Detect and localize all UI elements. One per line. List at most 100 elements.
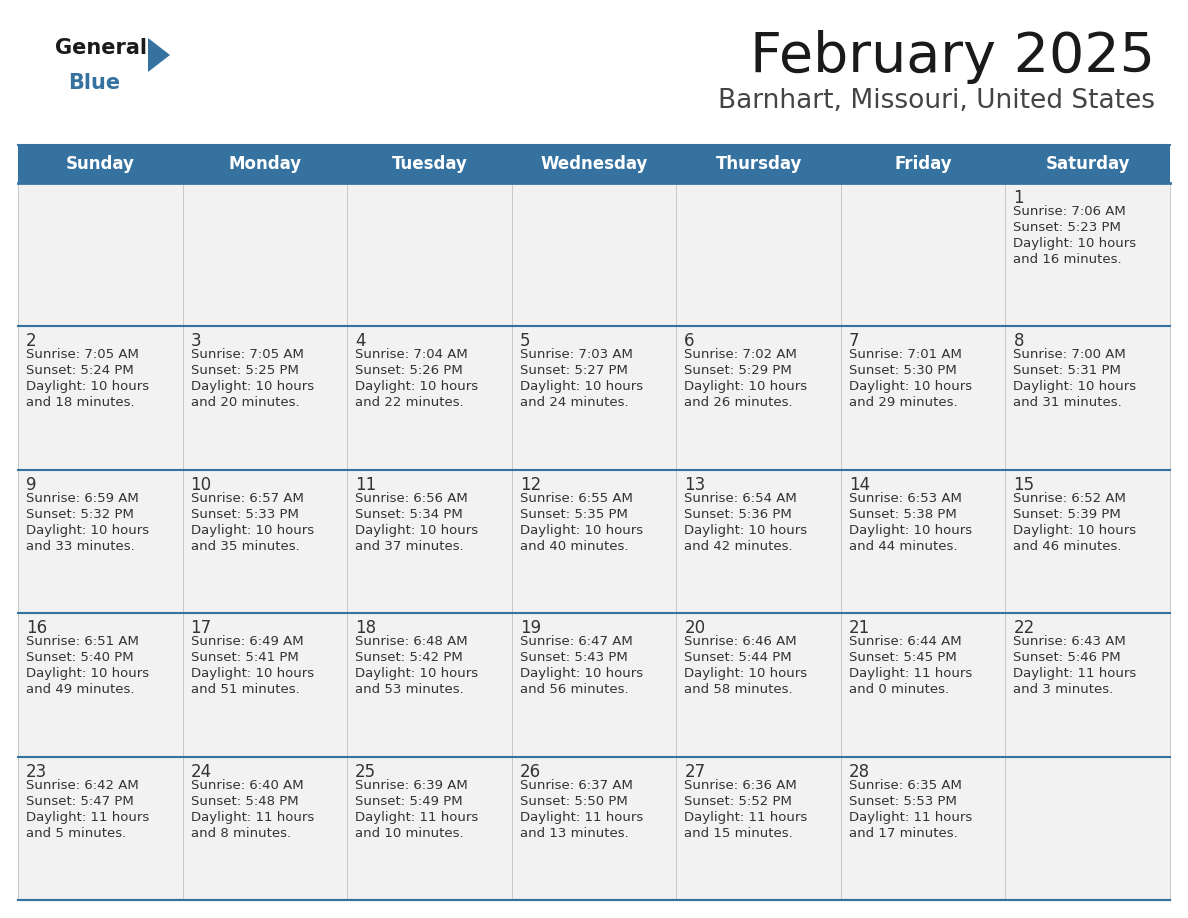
Text: 3: 3 [190,332,201,351]
Text: 7: 7 [849,332,859,351]
Text: 5: 5 [519,332,530,351]
Text: 27: 27 [684,763,706,780]
Text: Thursday: Thursday [715,155,802,173]
Text: Sunset: 5:52 PM: Sunset: 5:52 PM [684,795,792,808]
Text: Daylight: 10 hours: Daylight: 10 hours [1013,380,1137,394]
Text: Sunset: 5:32 PM: Sunset: 5:32 PM [26,508,134,521]
Text: Sunset: 5:43 PM: Sunset: 5:43 PM [519,651,627,665]
Text: Daylight: 10 hours: Daylight: 10 hours [26,380,150,394]
Bar [512,327,676,470]
Text: Daylight: 11 hours: Daylight: 11 hours [519,811,643,823]
Text: and 16 minutes.: and 16 minutes. [1013,253,1121,266]
Text: Sunrise: 7:00 AM: Sunrise: 7:00 AM [1013,349,1126,362]
Bar [1005,756,1170,900]
Text: Daylight: 11 hours: Daylight: 11 hours [849,667,972,680]
Text: 11: 11 [355,476,377,494]
Text: 8: 8 [1013,332,1024,351]
Bar [18,183,183,327]
Bar [841,613,1005,756]
Text: Sunset: 5:53 PM: Sunset: 5:53 PM [849,795,956,808]
Text: Daylight: 11 hours: Daylight: 11 hours [190,811,314,823]
Text: Sunrise: 6:36 AM: Sunrise: 6:36 AM [684,778,797,791]
Text: 16: 16 [26,620,48,637]
Bar [676,613,841,756]
Polygon shape [148,38,170,72]
Text: Sunrise: 7:06 AM: Sunrise: 7:06 AM [1013,205,1126,218]
Text: Daylight: 10 hours: Daylight: 10 hours [190,667,314,680]
Text: and 24 minutes.: and 24 minutes. [519,397,628,409]
Text: February 2025: February 2025 [750,30,1155,84]
Text: and 33 minutes.: and 33 minutes. [26,540,134,553]
Text: and 20 minutes.: and 20 minutes. [190,397,299,409]
Text: and 18 minutes.: and 18 minutes. [26,397,134,409]
Text: 23: 23 [26,763,48,780]
Text: and 13 minutes.: and 13 minutes. [519,826,628,840]
Text: 6: 6 [684,332,695,351]
Text: Daylight: 10 hours: Daylight: 10 hours [519,667,643,680]
Text: Sunset: 5:42 PM: Sunset: 5:42 PM [355,651,463,665]
Text: Sunset: 5:44 PM: Sunset: 5:44 PM [684,651,792,665]
Text: 13: 13 [684,476,706,494]
Text: Sunset: 5:25 PM: Sunset: 5:25 PM [190,364,298,377]
Text: and 51 minutes.: and 51 minutes. [190,683,299,696]
Text: 10: 10 [190,476,211,494]
Text: Sunset: 5:31 PM: Sunset: 5:31 PM [1013,364,1121,377]
Text: Sunrise: 6:49 AM: Sunrise: 6:49 AM [190,635,303,648]
Bar [676,327,841,470]
Bar [512,470,676,613]
Text: Daylight: 10 hours: Daylight: 10 hours [355,380,479,394]
Bar [512,145,676,183]
Text: Monday: Monday [228,155,302,173]
Text: and 35 minutes.: and 35 minutes. [190,540,299,553]
Text: Sunset: 5:41 PM: Sunset: 5:41 PM [190,651,298,665]
Text: Sunrise: 6:42 AM: Sunrise: 6:42 AM [26,778,139,791]
Text: Sunrise: 6:53 AM: Sunrise: 6:53 AM [849,492,962,505]
Text: Daylight: 10 hours: Daylight: 10 hours [519,524,643,537]
Text: Sunrise: 6:39 AM: Sunrise: 6:39 AM [355,778,468,791]
Text: Daylight: 10 hours: Daylight: 10 hours [684,380,808,394]
Text: Sunrise: 7:05 AM: Sunrise: 7:05 AM [26,349,139,362]
Text: Sunrise: 6:59 AM: Sunrise: 6:59 AM [26,492,139,505]
Text: Sunset: 5:33 PM: Sunset: 5:33 PM [190,508,298,521]
Text: 2: 2 [26,332,37,351]
Text: Sunset: 5:47 PM: Sunset: 5:47 PM [26,795,134,808]
Bar [183,145,347,183]
Bar [347,327,512,470]
Text: Sunday: Sunday [65,155,134,173]
Text: Barnhart, Missouri, United States: Barnhart, Missouri, United States [718,88,1155,114]
Text: and 15 minutes.: and 15 minutes. [684,826,794,840]
Text: Sunrise: 6:54 AM: Sunrise: 6:54 AM [684,492,797,505]
Bar [183,756,347,900]
Text: and 49 minutes.: and 49 minutes. [26,683,134,696]
Text: Sunrise: 6:57 AM: Sunrise: 6:57 AM [190,492,303,505]
Bar [676,145,841,183]
Text: Sunrise: 6:47 AM: Sunrise: 6:47 AM [519,635,632,648]
Bar [1005,327,1170,470]
Text: 24: 24 [190,763,211,780]
Text: Daylight: 11 hours: Daylight: 11 hours [26,811,150,823]
Text: Daylight: 10 hours: Daylight: 10 hours [519,380,643,394]
Bar [676,183,841,327]
Text: Sunset: 5:34 PM: Sunset: 5:34 PM [355,508,463,521]
Text: and 53 minutes.: and 53 minutes. [355,683,463,696]
Text: Daylight: 10 hours: Daylight: 10 hours [355,667,479,680]
Text: 14: 14 [849,476,870,494]
Text: Blue: Blue [68,73,120,93]
Text: Wednesday: Wednesday [541,155,647,173]
Text: and 29 minutes.: and 29 minutes. [849,397,958,409]
Text: Sunset: 5:46 PM: Sunset: 5:46 PM [1013,651,1121,665]
Text: Sunrise: 7:05 AM: Sunrise: 7:05 AM [190,349,303,362]
Text: Friday: Friday [895,155,952,173]
Text: 22: 22 [1013,620,1035,637]
Text: Sunrise: 6:48 AM: Sunrise: 6:48 AM [355,635,468,648]
Text: Sunset: 5:26 PM: Sunset: 5:26 PM [355,364,463,377]
Text: Sunrise: 7:04 AM: Sunrise: 7:04 AM [355,349,468,362]
Bar [841,145,1005,183]
Text: and 10 minutes.: and 10 minutes. [355,826,463,840]
Text: General: General [55,38,147,58]
Text: Daylight: 10 hours: Daylight: 10 hours [26,524,150,537]
Text: Daylight: 10 hours: Daylight: 10 hours [190,380,314,394]
Text: 19: 19 [519,620,541,637]
Text: Sunset: 5:35 PM: Sunset: 5:35 PM [519,508,627,521]
Bar [676,756,841,900]
